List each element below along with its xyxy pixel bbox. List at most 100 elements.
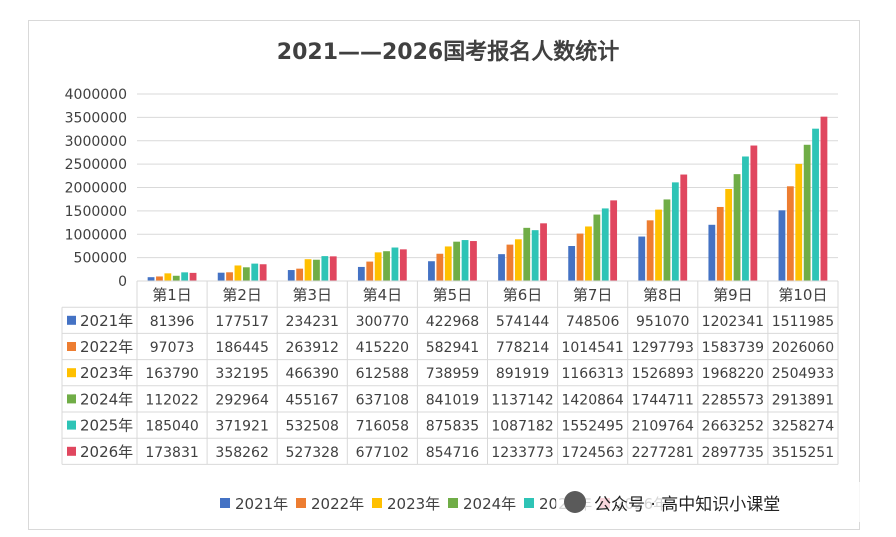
bars [147,116,828,281]
data-label: 1968220 [702,366,764,382]
bar-2026年-第5日 [470,241,477,281]
bar-2021年-第2日 [217,272,225,281]
bar-2022年-第10日 [786,186,794,281]
data-label: 738959 [426,366,479,382]
data-label: 778214 [496,340,550,356]
x-tick-label: 第8日 [643,286,683,304]
data-label: 112022 [145,392,198,408]
bar-2025年-第2日 [251,263,259,281]
bar-2021年-第4日 [357,266,365,281]
bar-2021年-第1日 [147,277,155,281]
bar-2021年-第9日 [708,224,716,281]
data-label: 716058 [356,419,409,435]
data-label: 891919 [496,366,549,382]
legend-swatch [372,498,382,508]
legend-label: 2022年 [311,495,364,513]
data-label: 185040 [145,419,198,435]
bar-2026年-第9日 [750,145,758,281]
data-label: 97073 [150,340,195,356]
data-label: 234231 [286,314,339,330]
data-label: 527328 [286,445,339,461]
y-tick-label: 1500000 [65,204,127,220]
table-series-label: 2022年 [80,338,133,356]
table-legend-key [67,342,76,351]
bar-2024年-第2日 [242,267,250,281]
bar-2026年-第2日 [259,264,267,281]
data-label: 3515251 [772,445,834,461]
bar-2022年-第2日 [226,272,233,281]
data-label: 582941 [426,340,479,356]
bar-2021年-第6日 [498,254,505,281]
y-tick-label: 3500000 [65,110,127,126]
legend-label: 2021年 [235,495,288,513]
y-tick-label: 1000000 [65,227,127,243]
data-label: 951070 [636,314,689,330]
gridlines [137,93,838,282]
bar-2025年-第1日 [181,272,189,281]
data-label: 81396 [150,314,195,330]
bar-2023年-第10日 [795,163,803,281]
x-tick-label: 第4日 [363,286,403,304]
legend-label: 2023年 [387,495,440,513]
data-label: 574144 [496,314,550,330]
wechat-icon [564,491,586,513]
data-label: 2504933 [772,366,834,382]
data-label: 173831 [145,445,198,461]
bar-2023年-第9日 [725,188,733,281]
y-tick-label: 2000000 [65,181,127,197]
bar-2025年-第10日 [812,128,819,281]
data-label: 1297793 [632,340,694,356]
y-tick-label: 4000000 [65,87,127,103]
bar-2025年-第3日 [321,256,329,281]
data-label: 1724563 [561,445,623,461]
data-label: 2109764 [632,419,694,435]
legend-swatch [524,498,534,508]
data-label: 2913891 [772,392,834,408]
data-label: 466390 [286,366,339,382]
data-label: 1511985 [772,314,834,330]
bar-2025年-第8日 [671,182,679,281]
bar-2025年-第4日 [391,247,399,281]
bar-2022年-第7日 [576,233,584,281]
bar-2026年-第3日 [329,256,337,281]
data-label: 748506 [566,314,620,330]
bar-2024年-第9日 [733,174,741,281]
bar-2023年-第4日 [374,252,382,281]
data-label: 332195 [215,366,268,382]
bar-2023年-第1日 [164,273,172,281]
table-legend-key [67,315,76,325]
data-label: 263912 [286,340,339,356]
legend-swatch [296,498,306,508]
x-tick-label: 第10日 [778,286,827,304]
data-label: 422968 [426,314,479,330]
data-label: 2026060 [772,340,834,356]
bar-2021年-第5日 [428,261,435,281]
bar-2026年-第8日 [680,174,688,281]
bar-2026年-第4日 [399,249,407,281]
x-tick-label: 第6日 [503,286,543,304]
table-series-label: 2021年 [80,312,133,330]
table-legend-key [67,446,76,456]
data-label: 415220 [356,340,409,356]
table-series-label: 2025年 [80,417,133,435]
bar-2022年-第4日 [366,261,374,281]
y-tick-label: 0 [118,274,127,290]
bar-2022年-第9日 [716,206,724,281]
data-label: 358262 [215,445,268,461]
data-label: 612588 [356,366,409,382]
x-tick-label: 第1日 [152,286,192,304]
data-label: 1526893 [632,366,694,382]
y-tick-label: 3000000 [65,134,127,150]
data-label: 1202341 [702,314,764,330]
data-label: 1233773 [491,445,553,461]
watermark: 公众号 · 高中知识小课堂 [556,482,886,522]
data-label: 1552495 [561,419,623,435]
legend-swatch [448,498,458,508]
x-tick-label: 第3日 [292,286,332,304]
data-label: 854716 [426,445,480,461]
watermark-text: 公众号 · 高中知识小课堂 [594,494,781,515]
data-label: 875835 [426,419,479,435]
bar-2024年-第1日 [172,275,180,281]
bar-2026年-第1日 [189,272,197,281]
data-label: 1137142 [491,392,553,408]
